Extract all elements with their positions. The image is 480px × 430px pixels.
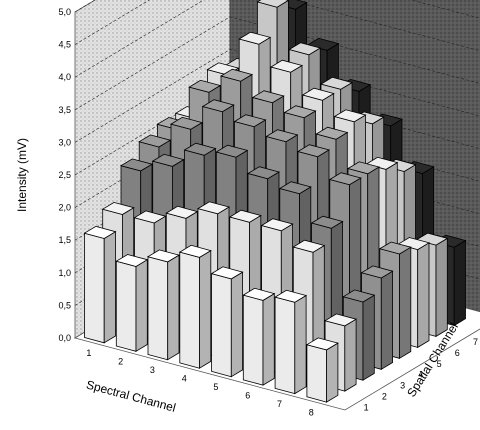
z-tick-label: 0,5	[58, 300, 71, 310]
x-tick-label: 2	[118, 357, 123, 367]
bar	[178, 244, 212, 369]
y-tick-label: 3	[400, 381, 405, 391]
z-tick-label: 0,0	[58, 333, 71, 343]
y-tick-label: 7	[473, 337, 478, 347]
z-tick-label: 3,0	[58, 137, 71, 147]
gridline	[74, 0, 480, 45]
z-tick-label: 2,5	[58, 170, 71, 180]
z-tick-label: 4,5	[58, 40, 71, 50]
z-tick-label: 2,0	[58, 203, 71, 213]
bar	[274, 289, 308, 395]
chart-ticks: 0,0 0,5 1,0 1,5 2,0 2,5 3,0 3,5 4,0 4,5 5,0 1 2 3 4 5 6 7…	[58, 7, 478, 418]
z-tick-label: 3,5	[58, 105, 71, 115]
bar	[210, 266, 244, 378]
z-tick-label: 5,0	[58, 7, 71, 17]
bar	[305, 337, 339, 403]
y-tick-label: 6	[455, 348, 460, 358]
gridline	[74, 16, 480, 111]
bar	[83, 225, 117, 344]
x-tick-label: 5	[213, 382, 218, 392]
bar	[146, 249, 181, 361]
y-tick-label: 4	[418, 370, 423, 380]
x-tick-label: 6	[245, 391, 250, 401]
z-axis-label: Intensity (mV)	[15, 138, 29, 212]
gridline	[74, 49, 480, 143]
y-tick-label: 1	[364, 403, 369, 413]
x-tick-label: 4	[182, 374, 187, 384]
x-axis-label: Spectral Channel	[85, 377, 178, 414]
bar	[242, 287, 276, 386]
z-tick-label: 4,0	[58, 72, 71, 82]
gridline	[74, 0, 480, 78]
bar	[115, 254, 149, 353]
y-tick-label: 2	[382, 392, 387, 402]
x-tick-label: 3	[150, 365, 155, 375]
x-tick-label: 1	[86, 348, 91, 358]
chart-bars	[83, 0, 467, 403]
x-tick-label: 7	[277, 399, 282, 409]
y-tick-label: 5	[437, 359, 442, 369]
x-tick-label: 8	[309, 408, 314, 418]
z-tick-label: 1,5	[58, 235, 71, 245]
z-tick-label: 1,0	[58, 268, 71, 278]
